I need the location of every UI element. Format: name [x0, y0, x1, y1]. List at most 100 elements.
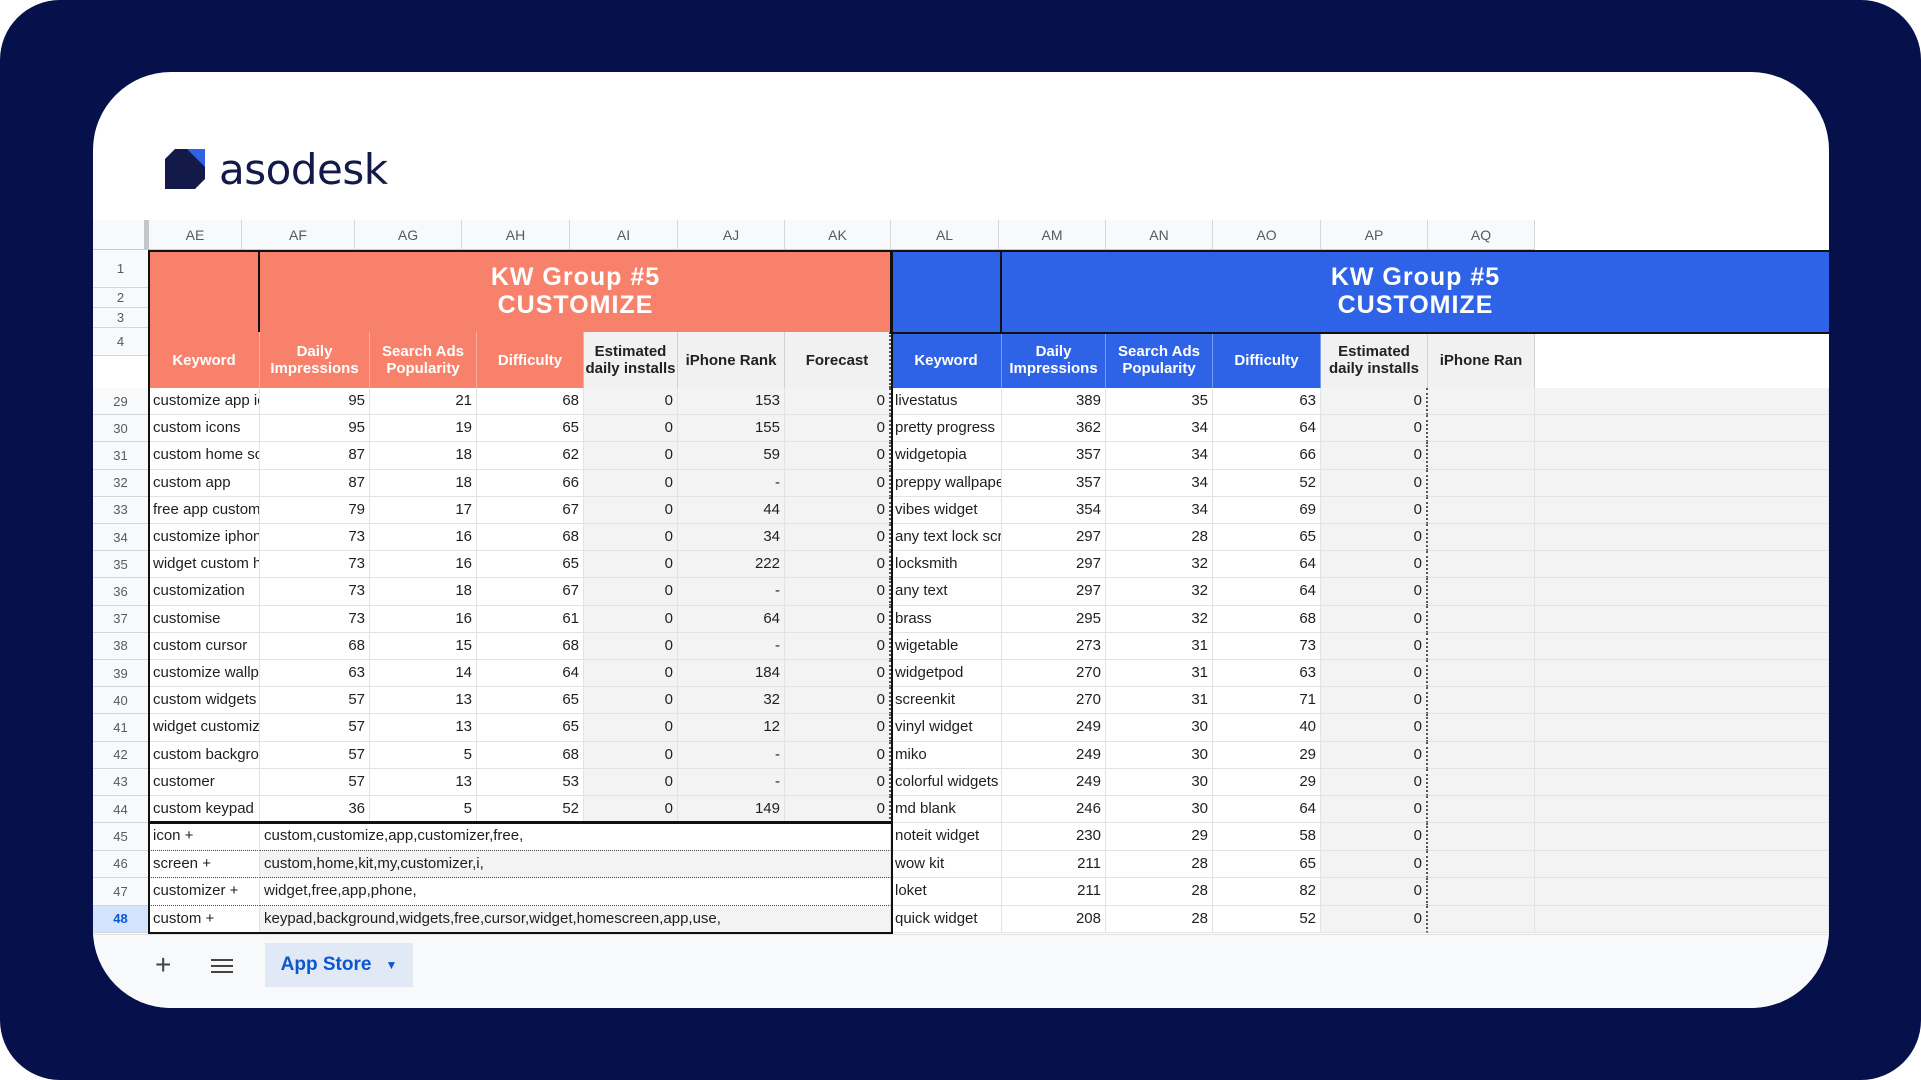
value-cell[interactable]: 32: [1106, 578, 1213, 606]
chevron-down-icon[interactable]: ▼: [385, 958, 398, 972]
empty-cell[interactable]: [1428, 714, 1535, 742]
value-cell[interactable]: 28: [1106, 524, 1213, 552]
value-cell[interactable]: 0: [584, 632, 678, 660]
value-cell[interactable]: 0: [1321, 850, 1428, 879]
empty-cell[interactable]: [1428, 442, 1535, 470]
keyword-cell[interactable]: pretty progress: [891, 415, 1002, 443]
empty-cell[interactable]: [1535, 687, 1829, 715]
value-cell[interactable]: 273: [1002, 632, 1106, 660]
column-header[interactable]: AQ: [1428, 220, 1535, 250]
value-cell[interactable]: 58: [1213, 823, 1321, 851]
keyword-cell[interactable]: miko: [891, 741, 1002, 769]
value-cell[interactable]: 34: [1106, 442, 1213, 470]
value-cell[interactable]: 230: [1002, 823, 1106, 851]
value-cell[interactable]: 65: [477, 551, 584, 579]
row-header[interactable]: 36: [93, 578, 149, 606]
value-cell[interactable]: 34: [1106, 496, 1213, 524]
value-cell[interactable]: 67: [477, 578, 584, 606]
value-cell[interactable]: 95: [260, 415, 370, 443]
value-cell[interactable]: 357: [1002, 469, 1106, 497]
value-cell[interactable]: 0: [1321, 660, 1428, 688]
value-cell[interactable]: 21: [370, 388, 477, 416]
value-cell[interactable]: 155: [678, 415, 785, 443]
value-cell[interactable]: 0: [584, 469, 678, 497]
value-cell[interactable]: 211: [1002, 878, 1106, 906]
empty-cell[interactable]: [1428, 496, 1535, 524]
column-header[interactable]: AF: [242, 220, 355, 250]
value-cell[interactable]: 249: [1002, 714, 1106, 742]
spreadsheet-grid[interactable]: AE AF AG AH AI AJ AK AL AM AN AO AP AQ 1 2 3 4 KW Group #…: [93, 220, 1829, 934]
empty-cell[interactable]: [1428, 605, 1535, 633]
value-cell[interactable]: 28: [1106, 850, 1213, 879]
row-header[interactable]: 38: [93, 632, 149, 660]
value-cell[interactable]: 68: [477, 741, 584, 769]
row-header[interactable]: 34: [93, 524, 149, 552]
combo-values-cell[interactable]: widget,free,app,phone,: [260, 878, 891, 906]
value-cell[interactable]: 270: [1002, 660, 1106, 688]
empty-cell[interactable]: [1535, 850, 1829, 879]
column-header[interactable]: AI: [570, 220, 678, 250]
keyword-cell[interactable]: quick widget: [891, 905, 1002, 934]
keyword-cell[interactable]: any text: [891, 578, 1002, 606]
value-cell[interactable]: 0: [1321, 551, 1428, 579]
add-sheet-icon[interactable]: +: [155, 949, 172, 980]
value-cell[interactable]: 16: [370, 524, 477, 552]
add-group-left-button[interactable]: [149, 250, 260, 332]
value-cell[interactable]: 0: [584, 714, 678, 742]
value-cell[interactable]: 32: [678, 687, 785, 715]
value-cell[interactable]: 297: [1002, 551, 1106, 579]
value-cell[interactable]: 0: [785, 687, 891, 715]
value-cell[interactable]: 73: [260, 578, 370, 606]
row-header[interactable]: 33: [93, 496, 149, 524]
empty-cell[interactable]: [1535, 741, 1829, 769]
value-cell[interactable]: 0: [1321, 823, 1428, 851]
empty-cell[interactable]: [1535, 823, 1829, 851]
value-cell[interactable]: 354: [1002, 496, 1106, 524]
value-cell[interactable]: 0: [584, 687, 678, 715]
value-cell[interactable]: 62: [477, 442, 584, 470]
keyword-cell[interactable]: screenkit: [891, 687, 1002, 715]
row-header[interactable]: 37: [93, 605, 149, 633]
value-cell[interactable]: 65: [1213, 850, 1321, 879]
value-cell[interactable]: 0: [1321, 905, 1428, 934]
empty-cell[interactable]: [1428, 741, 1535, 769]
value-cell[interactable]: 68: [260, 632, 370, 660]
value-cell[interactable]: 0: [1321, 768, 1428, 796]
keyword-cell[interactable]: custom home screen: [149, 442, 260, 470]
value-cell[interactable]: 13: [370, 687, 477, 715]
value-cell[interactable]: 31: [1106, 687, 1213, 715]
row-header[interactable]: 29: [93, 388, 149, 416]
value-cell[interactable]: 208: [1002, 905, 1106, 934]
combo-keyword-cell[interactable]: customizer +: [149, 878, 260, 906]
combo-keyword-cell[interactable]: custom +: [149, 905, 260, 934]
value-cell[interactable]: -: [678, 741, 785, 769]
value-cell[interactable]: 149: [678, 796, 785, 824]
keyword-cell[interactable]: locksmith: [891, 551, 1002, 579]
empty-cell[interactable]: [1428, 632, 1535, 660]
keyword-cell[interactable]: custom cursor: [149, 632, 260, 660]
value-cell[interactable]: 29: [1213, 768, 1321, 796]
value-cell[interactable]: 0: [785, 469, 891, 497]
value-cell[interactable]: 0: [584, 524, 678, 552]
value-cell[interactable]: 13: [370, 714, 477, 742]
empty-cell[interactable]: [1428, 905, 1535, 934]
value-cell[interactable]: 68: [477, 388, 584, 416]
value-cell[interactable]: 0: [785, 632, 891, 660]
value-cell[interactable]: 66: [1213, 442, 1321, 470]
empty-cell[interactable]: [1535, 388, 1829, 416]
value-cell[interactable]: 66: [477, 469, 584, 497]
value-cell[interactable]: 0: [1321, 796, 1428, 824]
keyword-cell[interactable]: custom keypad: [149, 796, 260, 824]
row-header[interactable]: 32: [93, 469, 149, 497]
combo-values-cell[interactable]: custom,home,kit,my,customizer,i,: [260, 850, 891, 879]
keyword-cell[interactable]: custom widgets free: [149, 687, 260, 715]
keyword-cell[interactable]: widgetopia: [891, 442, 1002, 470]
menu-icon[interactable]: [211, 959, 233, 973]
row-header[interactable]: 44: [93, 796, 149, 824]
value-cell[interactable]: 0: [1321, 714, 1428, 742]
row-header[interactable]: 39: [93, 660, 149, 688]
empty-cell[interactable]: [1535, 878, 1829, 906]
value-cell[interactable]: 64: [1213, 578, 1321, 606]
empty-cell[interactable]: [1428, 850, 1535, 879]
empty-cell[interactable]: [1535, 496, 1829, 524]
